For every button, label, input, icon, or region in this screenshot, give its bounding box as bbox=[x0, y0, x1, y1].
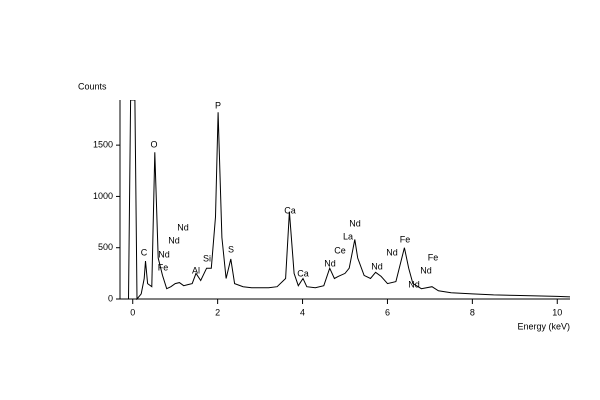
x-tick-label: 2 bbox=[215, 307, 220, 317]
x-tick-label: 8 bbox=[470, 307, 475, 317]
peak-label: Fe bbox=[400, 234, 411, 244]
peak-label: Si bbox=[203, 253, 211, 263]
peak-label: Nd bbox=[420, 265, 432, 275]
peak-label: O bbox=[150, 139, 157, 149]
peak-label: Nd bbox=[386, 247, 398, 257]
x-tick-label: 0 bbox=[130, 307, 135, 317]
x-tick-label: 10 bbox=[552, 307, 562, 317]
peak-label: P bbox=[215, 100, 221, 110]
peak-label: Al bbox=[192, 265, 200, 275]
peak-label: Ca bbox=[297, 268, 309, 278]
y-tick-label: 500 bbox=[98, 242, 113, 252]
y-tick-label: 0 bbox=[108, 293, 113, 303]
peak-label: Nd bbox=[371, 261, 383, 271]
y-tick-label: 1000 bbox=[93, 191, 113, 201]
y-tick-label: 1500 bbox=[93, 140, 113, 150]
peak-label: Nd bbox=[324, 258, 336, 268]
peak-label: S bbox=[228, 244, 234, 254]
peak-label: Ce bbox=[334, 245, 346, 255]
spectrum-line bbox=[128, 100, 570, 300]
peak-label: Nd bbox=[177, 222, 189, 232]
x-tick-label: 6 bbox=[385, 307, 390, 317]
peak-label: Nd bbox=[158, 249, 170, 259]
peak-label: Nd bbox=[408, 279, 420, 289]
x-axis-title: Energy (keV) bbox=[517, 321, 570, 331]
x-tick-label: 4 bbox=[300, 307, 305, 317]
peak-label: Nd bbox=[168, 235, 180, 245]
peak-label: La bbox=[343, 231, 353, 241]
peak-label: Fe bbox=[158, 262, 169, 272]
peak-label: Nd bbox=[349, 218, 361, 228]
y-axis-title: Counts bbox=[78, 81, 107, 91]
peak-label: Fe bbox=[428, 252, 439, 262]
peak-label: Ca bbox=[284, 205, 296, 215]
peak-label: C bbox=[141, 247, 148, 257]
